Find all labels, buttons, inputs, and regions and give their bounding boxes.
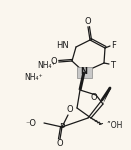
Text: ⁻O: ⁻O <box>25 118 36 127</box>
Text: N: N <box>81 68 88 76</box>
Polygon shape <box>103 87 111 104</box>
Text: O: O <box>91 93 97 102</box>
Text: P: P <box>59 123 65 132</box>
Text: O: O <box>51 57 57 66</box>
Text: F: F <box>112 40 116 50</box>
Text: T: T <box>111 60 116 69</box>
Text: NH₄⁺: NH₄⁺ <box>25 72 43 81</box>
Text: O: O <box>67 105 73 114</box>
Text: HN: HN <box>56 40 69 50</box>
Text: NH₄⁺: NH₄⁺ <box>38 60 56 69</box>
FancyBboxPatch shape <box>77 66 91 78</box>
Text: O: O <box>57 140 63 148</box>
Text: ’’OH: ’’OH <box>106 122 122 130</box>
Text: O: O <box>85 18 91 27</box>
